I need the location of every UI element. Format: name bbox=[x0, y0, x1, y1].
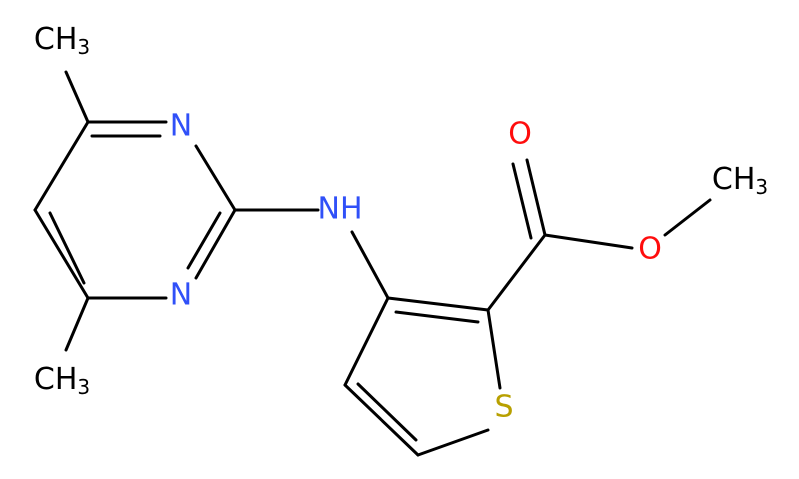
bond bbox=[356, 382, 418, 442]
atom-label: CH3 bbox=[34, 22, 90, 59]
atom-label: O bbox=[638, 232, 662, 267]
bond bbox=[350, 230, 390, 300]
bond bbox=[663, 198, 712, 237]
bond bbox=[343, 296, 390, 387]
bond bbox=[48, 211, 86, 285]
bonds bbox=[33, 70, 712, 457]
bond bbox=[525, 158, 547, 237]
bond bbox=[194, 144, 237, 212]
bond bbox=[64, 296, 90, 352]
atom-text: CH bbox=[712, 162, 756, 197]
bond bbox=[186, 211, 222, 270]
atom-label: S bbox=[494, 390, 513, 425]
atom-subscript: 3 bbox=[77, 375, 90, 399]
bond bbox=[486, 308, 502, 390]
atom-subscript: 3 bbox=[755, 175, 768, 199]
atom-text: CH bbox=[34, 22, 78, 57]
bond bbox=[486, 233, 547, 312]
bond bbox=[194, 208, 237, 280]
atom-label: N bbox=[170, 109, 192, 144]
bond bbox=[416, 428, 490, 457]
bond bbox=[386, 296, 490, 312]
atom-label: NH bbox=[318, 192, 363, 227]
bond bbox=[511, 162, 533, 240]
atom-subscript: 3 bbox=[77, 35, 90, 59]
atom-label: N bbox=[170, 278, 192, 313]
bond bbox=[343, 383, 420, 457]
bond bbox=[64, 70, 90, 124]
atom-label: CH3 bbox=[712, 162, 768, 199]
bond bbox=[543, 233, 634, 250]
atom-text: CH bbox=[34, 362, 78, 397]
atom-label: O bbox=[508, 117, 532, 152]
bond bbox=[394, 310, 480, 324]
bond bbox=[33, 120, 90, 212]
bond bbox=[33, 208, 90, 300]
atom-label: CH3 bbox=[34, 362, 90, 399]
